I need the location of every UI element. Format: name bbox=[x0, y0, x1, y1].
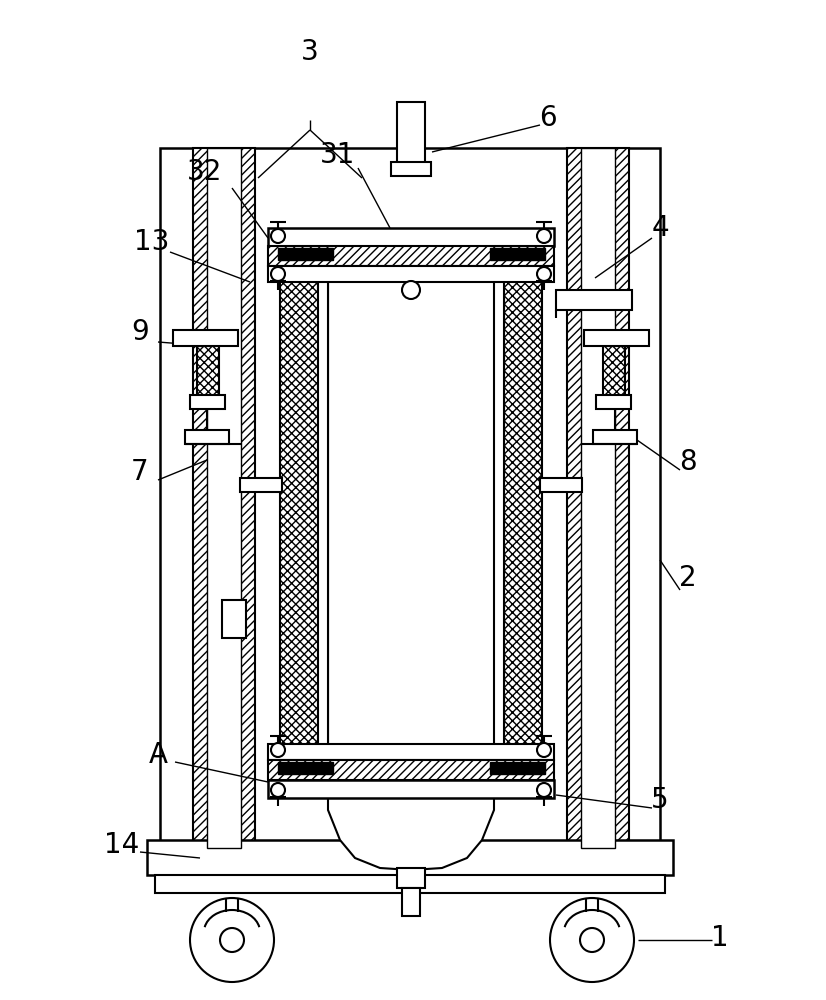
Circle shape bbox=[402, 281, 420, 299]
Bar bbox=[197, 346, 219, 396]
Bar bbox=[567, 148, 629, 848]
Circle shape bbox=[537, 267, 551, 281]
Circle shape bbox=[271, 743, 285, 757]
Text: 32: 32 bbox=[188, 158, 223, 186]
Bar bbox=[318, 258, 328, 758]
Text: 5: 5 bbox=[651, 786, 669, 814]
Bar bbox=[490, 762, 545, 774]
Text: 3: 3 bbox=[301, 38, 319, 66]
Circle shape bbox=[537, 743, 551, 757]
Circle shape bbox=[550, 898, 634, 982]
Bar bbox=[147, 840, 673, 875]
Bar bbox=[391, 162, 431, 176]
Bar bbox=[240, 478, 282, 492]
Bar bbox=[160, 148, 660, 848]
Bar bbox=[397, 868, 425, 888]
Bar bbox=[596, 395, 631, 409]
Text: 2: 2 bbox=[679, 564, 697, 592]
Text: 8: 8 bbox=[679, 448, 697, 476]
Circle shape bbox=[190, 898, 274, 982]
Text: 4: 4 bbox=[651, 214, 669, 242]
Circle shape bbox=[271, 267, 285, 281]
Bar bbox=[490, 248, 545, 260]
Circle shape bbox=[220, 928, 244, 952]
Bar bbox=[268, 744, 554, 760]
Bar bbox=[222, 600, 246, 638]
Text: 1: 1 bbox=[711, 924, 729, 952]
Bar bbox=[540, 478, 582, 492]
Circle shape bbox=[537, 783, 551, 797]
Bar bbox=[173, 330, 238, 346]
Circle shape bbox=[271, 783, 285, 797]
Text: 6: 6 bbox=[539, 104, 557, 132]
Bar bbox=[268, 228, 554, 246]
Bar bbox=[190, 395, 225, 409]
Circle shape bbox=[580, 928, 604, 952]
Bar bbox=[402, 888, 420, 916]
Bar bbox=[397, 102, 425, 170]
Text: 13: 13 bbox=[135, 228, 169, 256]
Bar bbox=[193, 148, 255, 848]
Bar bbox=[268, 266, 554, 282]
Bar bbox=[207, 148, 241, 848]
Circle shape bbox=[537, 229, 551, 243]
Text: A: A bbox=[149, 741, 168, 769]
Bar bbox=[185, 430, 229, 444]
Bar bbox=[268, 246, 554, 266]
Bar bbox=[280, 258, 318, 758]
Bar bbox=[504, 258, 542, 758]
Bar bbox=[278, 248, 333, 260]
Bar bbox=[278, 762, 333, 774]
Bar bbox=[155, 875, 665, 893]
Bar bbox=[328, 258, 494, 758]
Text: 31: 31 bbox=[320, 141, 356, 169]
Bar bbox=[268, 780, 554, 798]
Text: 14: 14 bbox=[104, 831, 140, 859]
Bar bbox=[556, 290, 632, 310]
Bar bbox=[268, 760, 554, 780]
Bar bbox=[603, 346, 625, 396]
Bar bbox=[584, 330, 649, 346]
Bar bbox=[593, 430, 637, 444]
Circle shape bbox=[271, 229, 285, 243]
Bar bbox=[494, 258, 504, 758]
Polygon shape bbox=[328, 758, 494, 870]
Text: 7: 7 bbox=[131, 458, 149, 486]
Bar bbox=[581, 148, 615, 848]
Text: 9: 9 bbox=[131, 318, 149, 346]
